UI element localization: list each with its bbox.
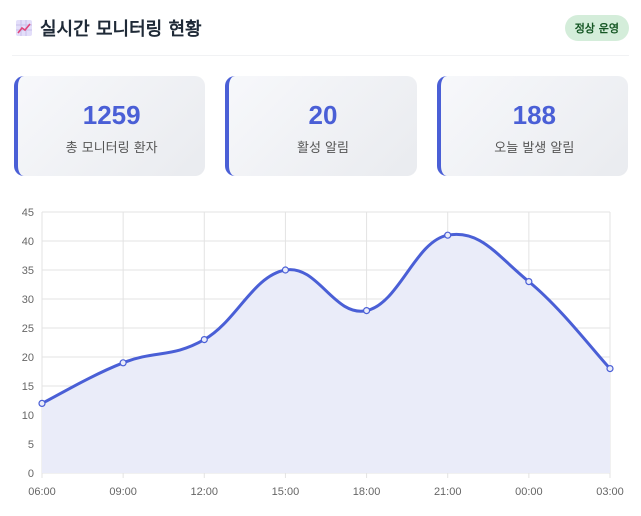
x-tick-label: 15:00: [272, 486, 300, 498]
series-line: [41, 232, 612, 405]
stat-value: 1259: [82, 100, 141, 130]
y-tick-label: 45: [22, 207, 34, 219]
y-tick-label: 10: [22, 410, 34, 422]
data-point: [38, 399, 46, 407]
stat-card-total-patients: 1259 총 모니터링 환자: [14, 76, 206, 176]
header: 실시간 모니터링 현황 정상 운영: [16, 10, 629, 46]
stat-card-active-alerts: 20 활성 알림: [225, 76, 417, 176]
x-tick-label: 18:00: [353, 486, 381, 498]
y-tick-label: 20: [22, 352, 34, 364]
stat-value: 20: [308, 100, 338, 130]
area-fill: [42, 234, 610, 473]
divider: [12, 55, 629, 56]
chart-increasing-icon: [16, 20, 32, 36]
x-tick-label: 12:00: [191, 486, 219, 498]
y-tick-label: 35: [22, 265, 34, 277]
stat-card-today-alerts: 188 오늘 발생 알림: [436, 76, 628, 176]
y-tick-label: 25: [22, 323, 34, 335]
stat-label: 오늘 발생 알림: [494, 141, 575, 156]
page-title: 실시간 모니터링 현황: [16, 15, 202, 41]
data-point: [281, 266, 290, 274]
data-point: [525, 277, 533, 286]
data-point: [200, 336, 208, 344]
title-text: 실시간 모니터링 현황: [40, 19, 202, 40]
y-tick-label: 5: [28, 439, 34, 451]
line-chart: 0 5 10 15 20 25 30 35 40 45 06:00 09:00 12:00 15:00 18…: [22, 207, 624, 498]
stat-cards: 1259 총 모니터링 환자 20 활성 알림 188 오늘 발생 알림: [14, 76, 628, 176]
stat-label: 활성 알림: [297, 141, 349, 156]
y-tick-label: 15: [22, 381, 34, 393]
x-tick-label: 21:00: [434, 486, 462, 498]
y-tick-label: 30: [22, 294, 34, 306]
status-badge: 정상 운영: [564, 15, 629, 41]
x-tick-label: 00:00: [515, 486, 543, 498]
data-point: [444, 231, 452, 239]
y-tick-label: 0: [28, 468, 34, 480]
data-point: [606, 365, 614, 373]
stat-label: 총 모니터링 환자: [65, 141, 158, 156]
x-tick-label: 06:00: [28, 486, 56, 498]
data-point: [119, 359, 127, 367]
data-point: [362, 306, 371, 315]
x-tick-label: 03:00: [596, 486, 624, 498]
y-tick-label: 40: [22, 236, 34, 248]
stat-value: 188: [512, 100, 557, 130]
x-tick-label: 09:00: [109, 486, 137, 498]
